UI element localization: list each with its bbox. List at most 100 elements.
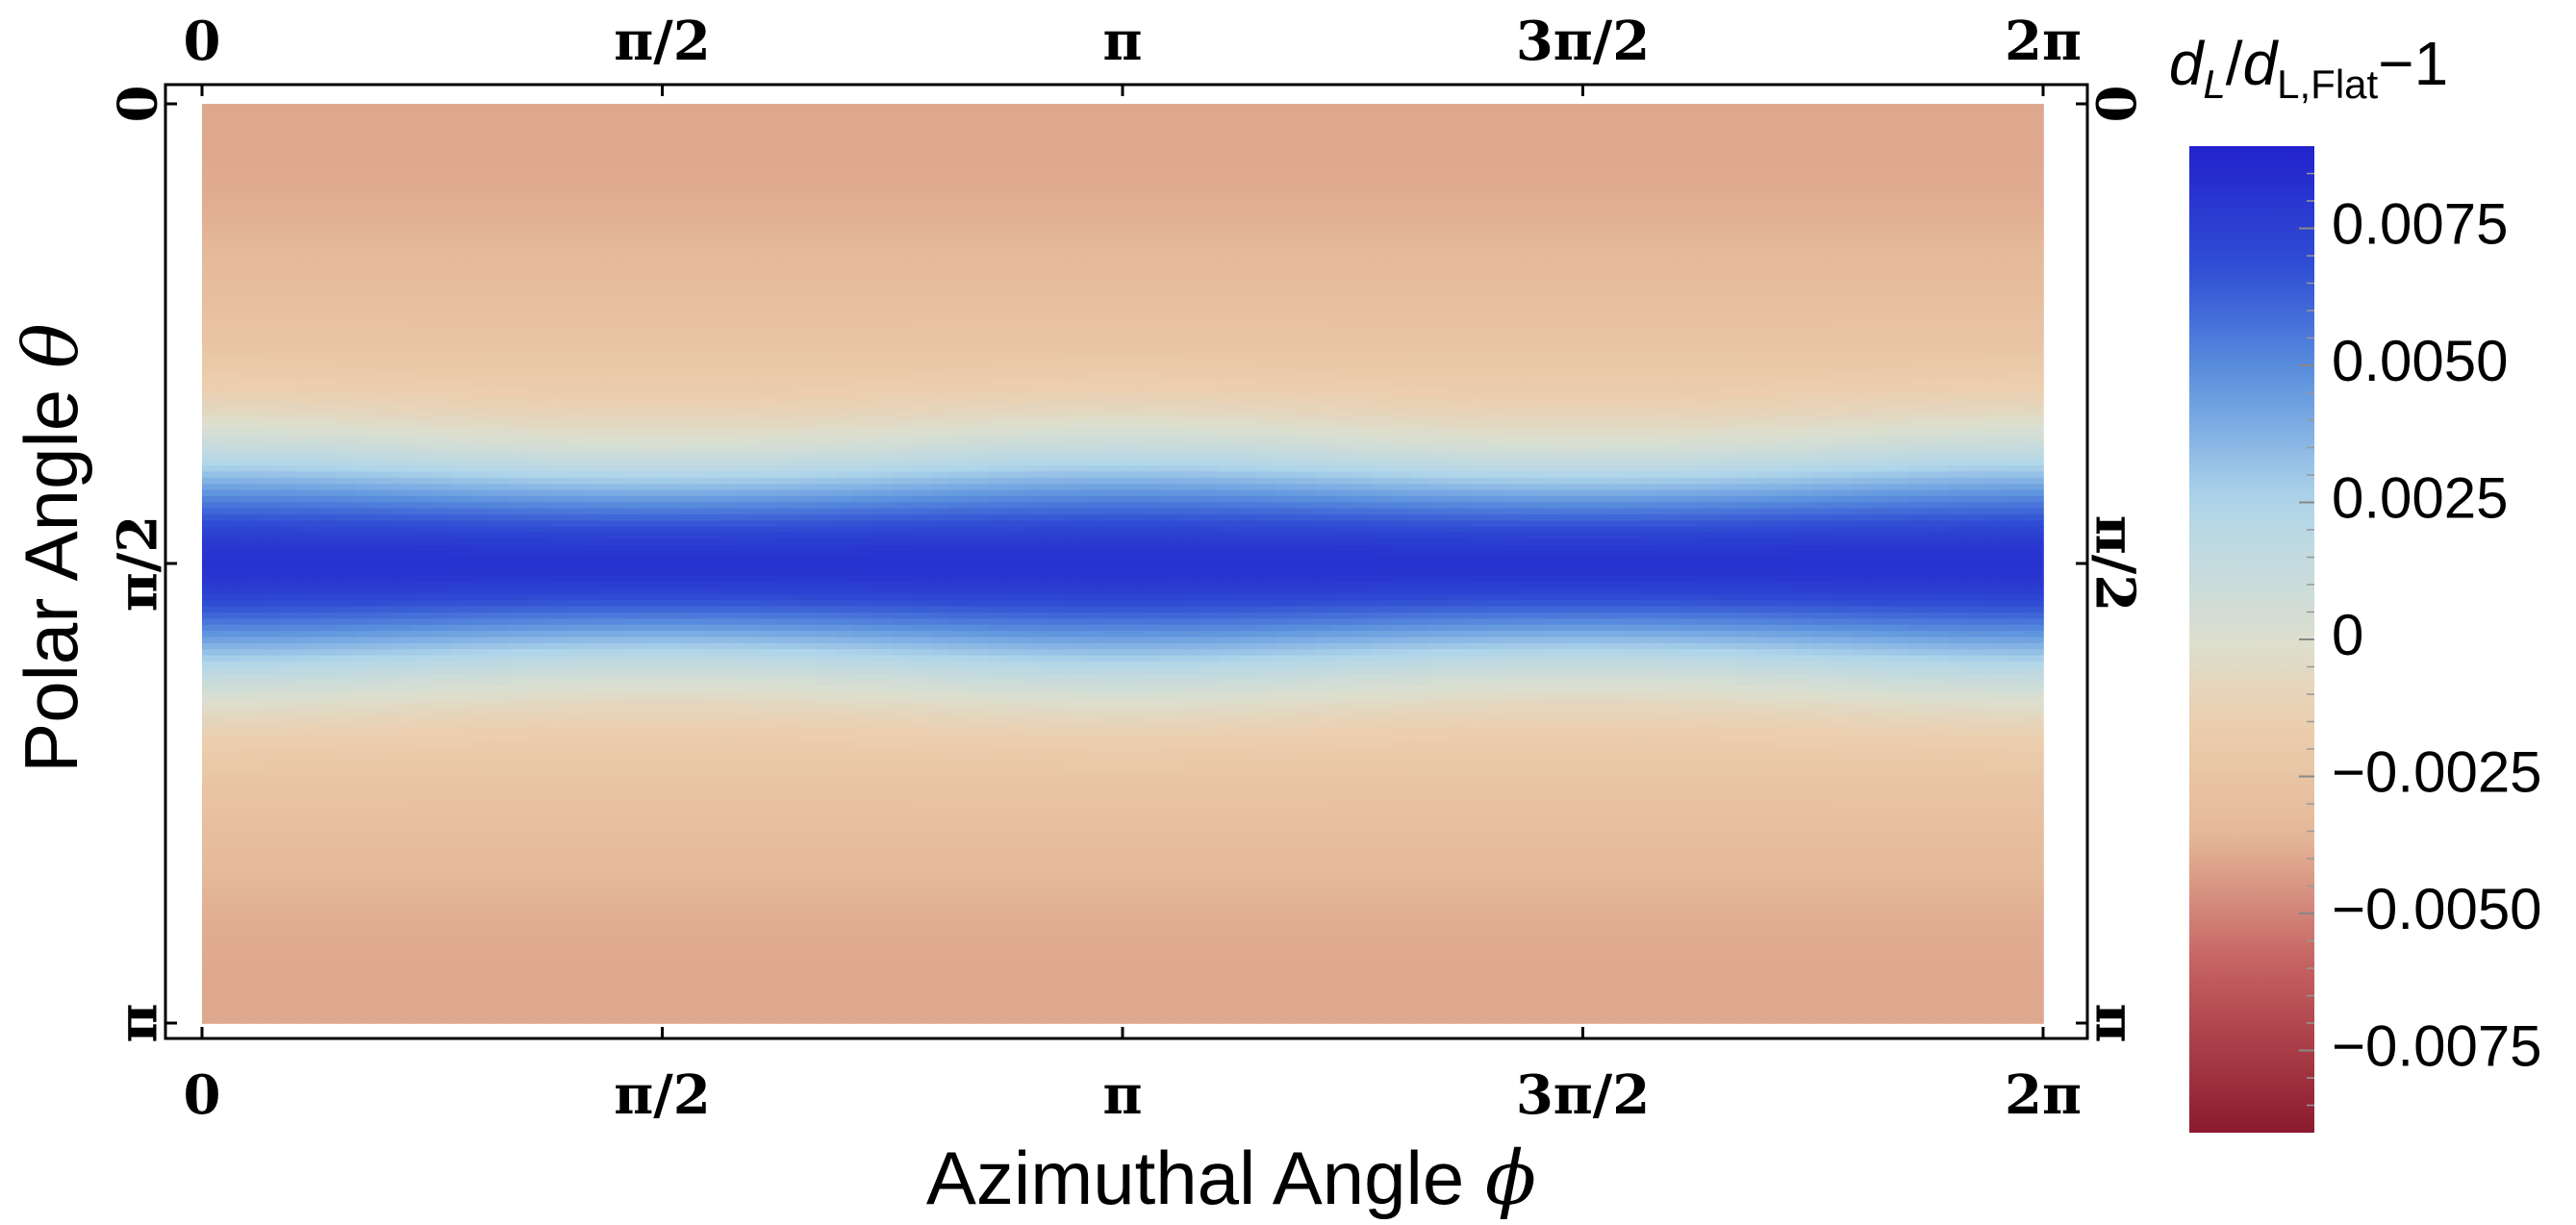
heatmap-cell bbox=[1985, 140, 2006, 148]
heatmap-cell bbox=[1505, 397, 1527, 406]
heatmap-cell bbox=[834, 146, 855, 154]
heatmap-cell bbox=[1007, 140, 1028, 148]
heatmap-cell bbox=[509, 410, 529, 417]
heatmap-cell bbox=[1563, 312, 1584, 319]
heatmap-cell bbox=[527, 324, 548, 332]
heatmap-cell bbox=[240, 115, 261, 123]
heatmap-cell bbox=[1295, 342, 1316, 350]
heatmap-cell bbox=[1103, 238, 1124, 246]
heatmap-cell bbox=[1237, 288, 1258, 295]
heatmap-cell bbox=[1812, 110, 1833, 117]
heatmap-cell bbox=[949, 257, 971, 264]
heatmap-cell bbox=[758, 195, 778, 203]
heatmap-cell bbox=[1889, 275, 1910, 283]
heatmap-cell bbox=[1199, 220, 1220, 228]
heatmap-cell bbox=[604, 312, 625, 319]
heatmap-cell bbox=[527, 269, 548, 277]
heatmap-cell bbox=[911, 379, 932, 387]
heatmap-cell bbox=[1755, 410, 1776, 417]
heatmap-cell bbox=[1123, 183, 1143, 191]
heatmap-cell bbox=[297, 275, 318, 283]
heatmap-cell bbox=[1985, 189, 2006, 197]
heatmap-cell bbox=[1736, 213, 1756, 221]
heatmap-cell bbox=[1717, 134, 1737, 142]
heatmap-cell bbox=[911, 152, 932, 161]
heatmap-cell bbox=[1525, 232, 1546, 240]
heatmap-cell bbox=[777, 397, 797, 406]
heatmap-cell bbox=[988, 134, 1009, 142]
heatmap-cell bbox=[451, 397, 471, 406]
heatmap-cell bbox=[1314, 355, 1335, 362]
heatmap-cell bbox=[1947, 275, 1968, 283]
heatmap-cell bbox=[490, 391, 510, 399]
heatmap-cell bbox=[758, 379, 778, 387]
heatmap-cell bbox=[297, 281, 318, 288]
heatmap-cell bbox=[853, 208, 874, 215]
heatmap-cell bbox=[1602, 324, 1623, 332]
heatmap-cell bbox=[1928, 110, 1949, 117]
heatmap-cell bbox=[1966, 257, 1986, 264]
heatmap-cell bbox=[1563, 128, 1584, 136]
heatmap-cell bbox=[969, 152, 990, 161]
heatmap-cell bbox=[1621, 104, 1642, 112]
heatmap-cell bbox=[1505, 361, 1527, 368]
heatmap-cell bbox=[1391, 164, 1411, 172]
heatmap-cell bbox=[1908, 312, 1930, 319]
heatmap-cell bbox=[1793, 140, 1814, 148]
heatmap-cell bbox=[297, 189, 318, 197]
heatmap-cell bbox=[1793, 257, 1814, 264]
heatmap-cell bbox=[202, 220, 222, 228]
heatmap-cell bbox=[1295, 288, 1316, 295]
heatmap-cell bbox=[1525, 110, 1546, 117]
heatmap-cell bbox=[739, 152, 759, 161]
heatmap-cell bbox=[1525, 299, 1546, 308]
heatmap-cell bbox=[720, 257, 741, 264]
heatmap-cell bbox=[278, 134, 299, 142]
heatmap-cell bbox=[1966, 140, 1986, 148]
heatmap-cell bbox=[1966, 262, 1986, 270]
heatmap-cell bbox=[259, 244, 280, 252]
heatmap-cell bbox=[1717, 288, 1737, 295]
heatmap-cell bbox=[1793, 342, 1814, 350]
heatmap-cell bbox=[1372, 269, 1392, 277]
heatmap-cell bbox=[1160, 269, 1181, 277]
heatmap-cell bbox=[1928, 164, 1949, 172]
heatmap-cell bbox=[1084, 183, 1104, 191]
heatmap-cell bbox=[1237, 195, 1258, 203]
heatmap-cell bbox=[413, 257, 434, 264]
heatmap-cell bbox=[1007, 164, 1028, 172]
heatmap-cell bbox=[1218, 171, 1239, 179]
heatmap-cell bbox=[509, 220, 529, 228]
heatmap-cell bbox=[758, 324, 778, 332]
heatmap-cell bbox=[1985, 324, 2006, 332]
heatmap-cell bbox=[1007, 410, 1028, 417]
heatmap-cell bbox=[1698, 337, 1718, 344]
heatmap-cell bbox=[1679, 177, 1699, 185]
heatmap-cell bbox=[1429, 281, 1450, 288]
heatmap-cell bbox=[1679, 195, 1699, 203]
heatmap-cell bbox=[336, 128, 357, 136]
heatmap-cell bbox=[969, 288, 990, 295]
heatmap-cell bbox=[1755, 201, 1776, 210]
heatmap-cell bbox=[1928, 275, 1949, 283]
heatmap-cell bbox=[700, 171, 721, 179]
heatmap-cell bbox=[297, 386, 318, 393]
heatmap-cell bbox=[278, 171, 299, 179]
heatmap-cell bbox=[1467, 391, 1488, 399]
heatmap-cell bbox=[1736, 337, 1756, 344]
heatmap-cell bbox=[1141, 134, 1162, 142]
heatmap-cell bbox=[413, 171, 434, 179]
heatmap-cell bbox=[1928, 348, 1949, 357]
heatmap-cell bbox=[527, 330, 548, 338]
heatmap-cell bbox=[1026, 110, 1048, 117]
heatmap-cell bbox=[834, 312, 855, 319]
heatmap-cell bbox=[1582, 250, 1604, 259]
heatmap-cell bbox=[1372, 355, 1392, 362]
heatmap-cell bbox=[220, 410, 241, 417]
heatmap-cell bbox=[1352, 262, 1373, 270]
heatmap-cell bbox=[220, 281, 241, 288]
heatmap-cell bbox=[1793, 416, 1814, 424]
heatmap-cell bbox=[413, 348, 434, 357]
heatmap-cell bbox=[1793, 262, 1814, 270]
heatmap-cell bbox=[220, 183, 241, 191]
